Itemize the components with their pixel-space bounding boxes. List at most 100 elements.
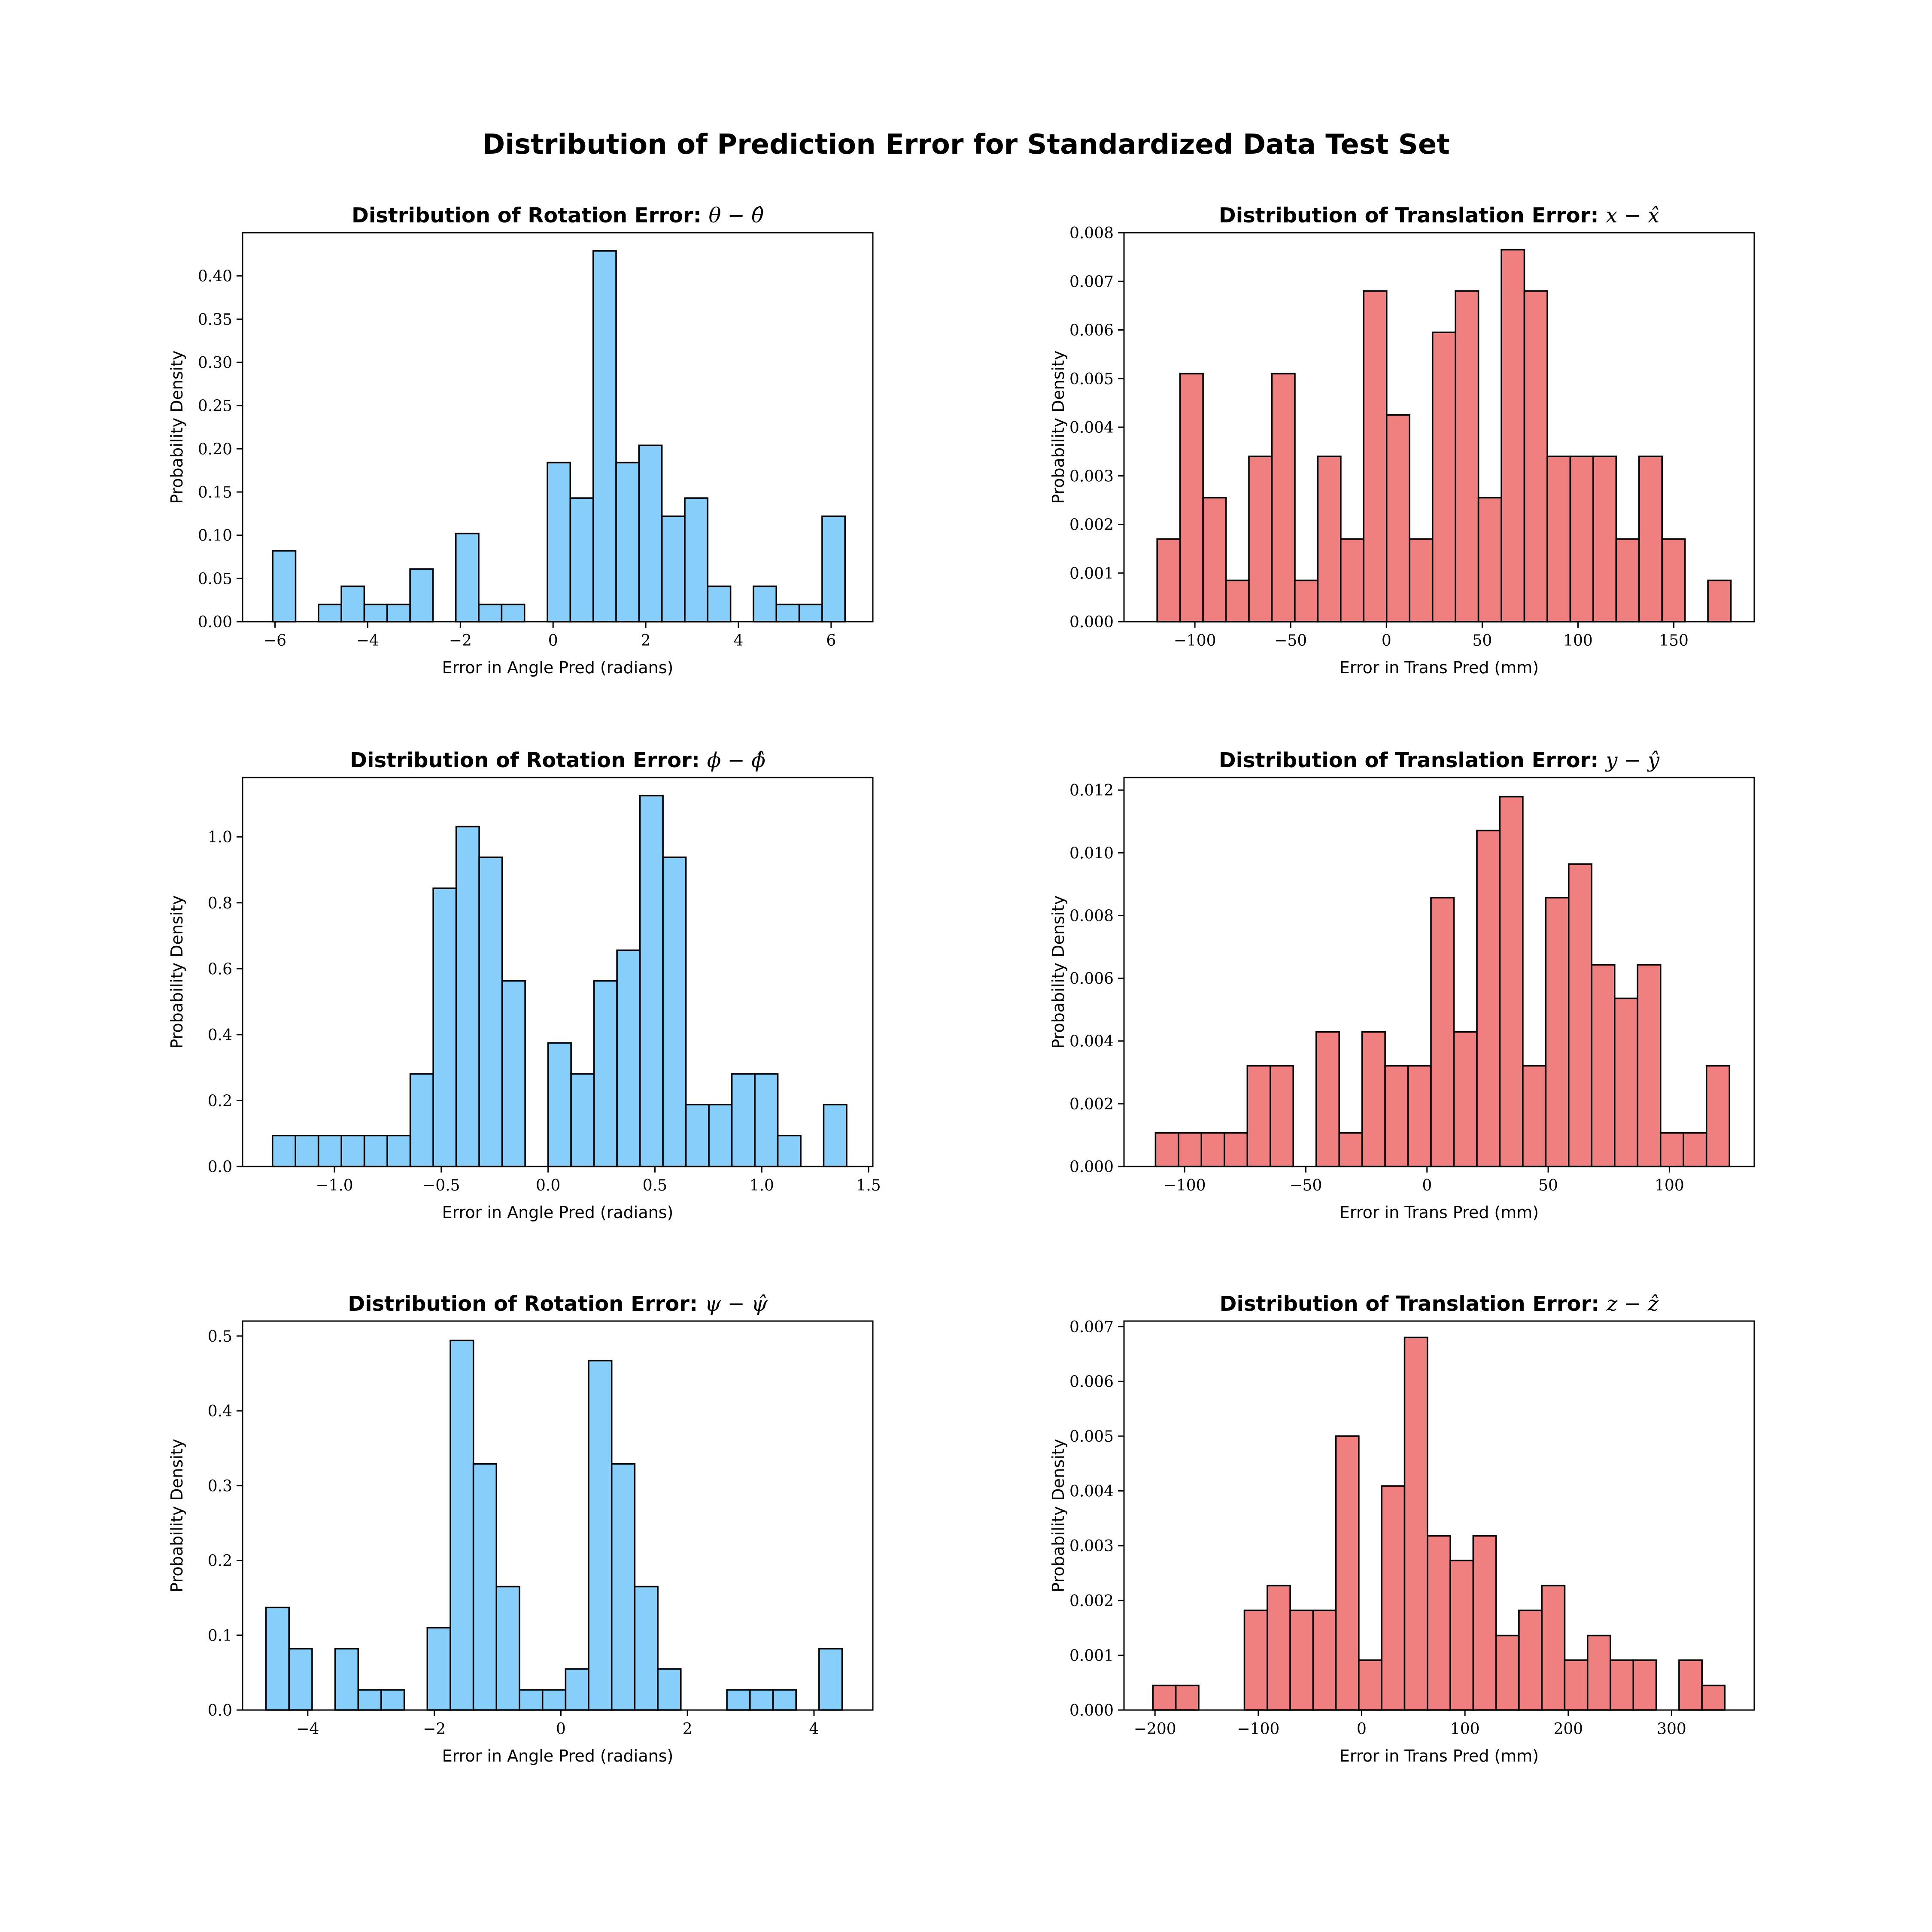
x-tick-label: −50 xyxy=(1274,632,1307,650)
histogram-bar xyxy=(1661,538,1686,623)
histogram-bar xyxy=(775,603,800,623)
histogram-bar xyxy=(1499,796,1524,1167)
histogram-bar xyxy=(1269,1065,1294,1167)
histogram-bar xyxy=(1569,456,1594,623)
x-tick-label: 50 xyxy=(1538,1177,1558,1194)
y-axis: 0.00 0.05 0.10 0.15 0.20 0.25 0.30 0.35 0.40 xyxy=(198,268,243,631)
histogram-bar xyxy=(1202,497,1227,623)
histogram-bar xyxy=(340,1135,365,1167)
histogram-bar xyxy=(495,1586,520,1711)
histogram-bar xyxy=(455,532,480,623)
histogram-bar xyxy=(1518,1610,1543,1711)
histogram-bar xyxy=(616,949,641,1167)
x-tick-label: 100 xyxy=(1563,632,1593,650)
histogram-bar xyxy=(1271,373,1296,623)
histogram-bar xyxy=(726,1689,751,1711)
histogram-bar xyxy=(565,1668,589,1711)
x-axis-label: Error in Trans Pred (mm) xyxy=(1340,1203,1539,1222)
y-tick-label: 0.006 xyxy=(1069,970,1114,988)
histogram-bar xyxy=(639,795,664,1167)
x-tick-label: 200 xyxy=(1553,1720,1583,1738)
histogram-bar xyxy=(519,1689,544,1711)
x-tick-label: 2 xyxy=(641,632,651,650)
y-tick-label: 0.012 xyxy=(1069,782,1114,799)
y-tick-label: 0.5 xyxy=(208,1328,232,1346)
x-tick-label: −2 xyxy=(449,632,472,650)
histogram-bar xyxy=(386,603,411,623)
histogram-bar xyxy=(1545,897,1570,1167)
x-tick-label: 100 xyxy=(1655,1177,1684,1194)
histogram-bar xyxy=(754,1073,779,1167)
y-tick-label: 0.2 xyxy=(208,1552,232,1570)
histogram-bar xyxy=(1154,1132,1179,1167)
histogram-bar xyxy=(615,462,640,623)
y-axis: 0.0 0.2 0.4 0.6 0.8 1.0 xyxy=(208,829,243,1176)
y-axis-label: Probability Density xyxy=(1049,350,1068,504)
histogram-bar xyxy=(1381,1485,1406,1711)
x-tick-label: 1.5 xyxy=(856,1177,881,1194)
y-tick-label: 0.000 xyxy=(1069,614,1114,631)
y-axis-label: Probability Density xyxy=(1049,1439,1068,1592)
histogram-bar xyxy=(295,1135,319,1167)
histogram-bar xyxy=(1340,538,1365,623)
histogram-bar xyxy=(1610,1659,1634,1711)
y-tick-label: 0.008 xyxy=(1069,225,1114,242)
x-tick-label: −100 xyxy=(1174,632,1216,650)
x-axis: −100 −50 0 50 100 150 xyxy=(1174,622,1689,650)
histogram-bar xyxy=(1453,1031,1478,1167)
histogram-bar xyxy=(1363,290,1388,623)
histogram-bar xyxy=(798,603,823,623)
histogram-bar xyxy=(1200,1132,1225,1167)
histogram-bar xyxy=(1243,1610,1268,1711)
subplot-title: Distribution of Rotation Error: ψ − ψ̂ xyxy=(348,1292,768,1316)
y-axis-label: Probability Density xyxy=(167,895,186,1048)
histogram-bar xyxy=(1501,249,1525,623)
x-axis-label: Error in Trans Pred (mm) xyxy=(1340,1747,1539,1765)
histogram-bar xyxy=(1476,829,1501,1167)
y-tick-label: 0.0 xyxy=(208,1702,232,1719)
histogram-bar xyxy=(1615,538,1640,623)
x-tick-label: 0 xyxy=(1382,632,1391,650)
histogram-bar xyxy=(593,980,618,1167)
histogram-bar xyxy=(657,1668,682,1711)
subplot-title-text: Distribution of Rotation Error: xyxy=(352,204,709,228)
subplot-title: Distribution of Translation Error: y − ŷ xyxy=(1219,748,1660,772)
histogram-bar xyxy=(1472,1535,1497,1711)
y-tick-label: 0.006 xyxy=(1069,322,1114,340)
x-tick-label: 6 xyxy=(826,632,836,650)
y-tick-label: 0.3 xyxy=(208,1477,232,1495)
histogram-bar xyxy=(478,603,503,623)
axes-frame xyxy=(1123,1320,1755,1711)
histogram-bar xyxy=(1638,456,1663,623)
histogram-bar xyxy=(1358,1659,1382,1711)
histogram-bar xyxy=(272,550,297,623)
histogram-bar xyxy=(1361,1031,1386,1167)
x-tick-label: 300 xyxy=(1657,1720,1686,1738)
subplot-5: −4 −2 0 2 4 0.0 0.1 0.2 0.3 0.4 0.5 Error in Angle … xyxy=(167,1292,874,1765)
histogram-bar xyxy=(823,1103,848,1167)
histogram-bar xyxy=(541,1689,567,1711)
subplot-title-math: z − ẑ xyxy=(1606,1292,1659,1316)
histogram-bar xyxy=(588,1360,613,1711)
subplot-title-text: Distribution of Rotation Error: xyxy=(350,748,707,772)
x-axis: −200 −100 0 100 200 300 xyxy=(1134,1710,1686,1738)
histogram-bar xyxy=(409,568,434,623)
histogram-bar xyxy=(1178,1132,1203,1167)
histogram-bar xyxy=(472,1463,498,1711)
histogram-bar xyxy=(318,603,342,623)
histogram-bar xyxy=(753,585,777,623)
y-tick-label: 0.008 xyxy=(1069,907,1114,925)
subplot-6: −200 −100 0 100 200 3000.0000.0010.0020.0030.… xyxy=(1049,1292,1755,1765)
histogram-bar xyxy=(569,497,594,623)
x-tick-label: −1.0 xyxy=(316,1177,353,1194)
subplot-title-text: Distribution of Rotation Error: xyxy=(348,1292,705,1316)
histogram-bar xyxy=(570,1073,595,1167)
histogram-bar xyxy=(1431,331,1456,623)
histogram-bar xyxy=(1335,1435,1360,1711)
y-tick-label: 0.004 xyxy=(1069,1033,1114,1051)
axes-frame xyxy=(242,777,874,1167)
y-tick-label: 0.005 xyxy=(1069,1428,1114,1446)
x-tick-label: 0 xyxy=(556,1720,566,1738)
y-tick-label: 0.003 xyxy=(1069,468,1114,485)
y-tick-label: 0.6 xyxy=(208,960,232,978)
